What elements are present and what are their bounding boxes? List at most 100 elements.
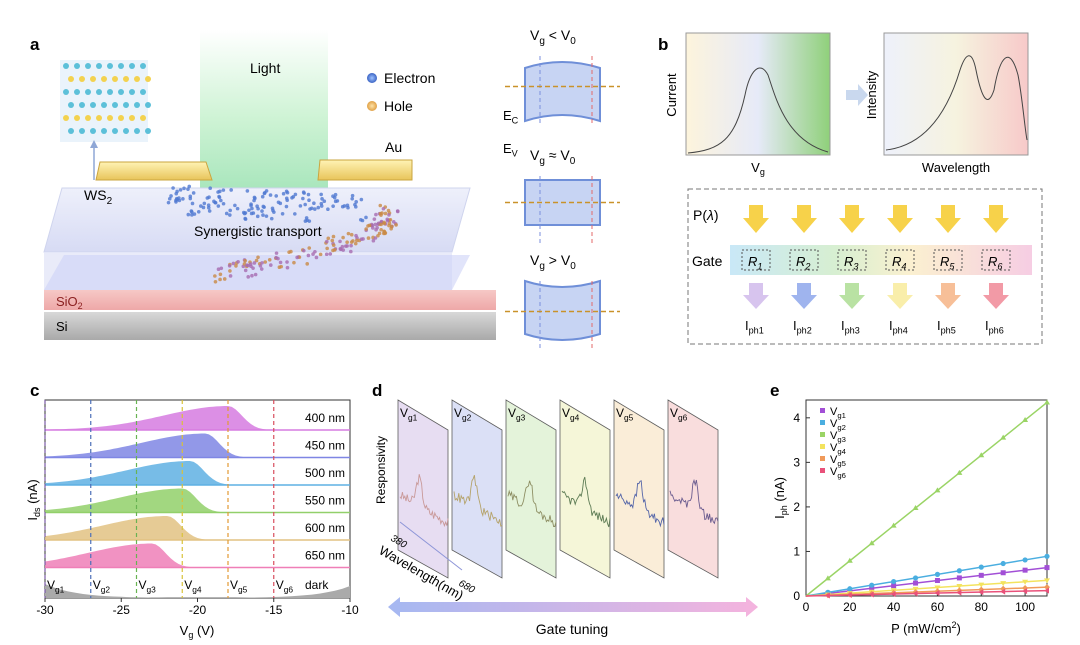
hole-dot xyxy=(380,211,384,215)
lattice-atom xyxy=(74,89,80,95)
band-condition-1: Vg < V0 xyxy=(530,27,576,47)
electron-dot xyxy=(251,211,256,215)
legend-label: Vg2 xyxy=(830,418,846,432)
data-point xyxy=(1000,588,1006,595)
iph-label-sub: ph3 xyxy=(845,326,860,336)
r-label-main: R xyxy=(892,254,901,269)
x-axis-unit: (V) xyxy=(193,623,214,638)
fit-line-g4 xyxy=(805,579,1048,597)
frame-g3 xyxy=(505,399,557,579)
vg-line-label-main: V xyxy=(139,578,147,592)
hole-dot xyxy=(234,264,238,268)
hole-dot xyxy=(367,223,372,228)
gate-arrow-left xyxy=(388,597,400,617)
lattice-atom xyxy=(112,102,118,108)
lattice-atom xyxy=(129,63,135,69)
lattice-atom xyxy=(68,102,74,108)
electron-dot xyxy=(218,189,222,194)
electron-dot xyxy=(201,205,206,210)
electron-dot xyxy=(262,191,267,195)
wavelength-axis xyxy=(399,521,463,571)
hole-dot xyxy=(396,209,400,214)
hole-dot xyxy=(259,267,264,271)
data-point xyxy=(1000,434,1007,440)
hole-dot xyxy=(256,255,260,260)
current-plot-frame xyxy=(685,32,831,156)
hole-dot xyxy=(250,273,254,278)
hole-dot xyxy=(383,211,388,216)
frame-label: Vg6 xyxy=(670,406,688,422)
r-label: R1 xyxy=(748,254,762,272)
frame-label: Vg4 xyxy=(562,406,580,422)
data-point xyxy=(978,572,984,578)
frame-label-sub: g4 xyxy=(570,412,580,422)
carrier-cloud xyxy=(166,184,400,284)
iph-label-main: I xyxy=(841,318,845,333)
hole-dot xyxy=(246,263,250,268)
hole-dot xyxy=(372,217,377,221)
lattice-atom xyxy=(96,89,102,95)
y-tick-label: 1 xyxy=(793,544,800,558)
data-point xyxy=(846,592,852,599)
ev-label-main: E xyxy=(503,141,512,156)
hole-dot xyxy=(276,256,280,261)
r-label-sub: 4 xyxy=(901,262,906,272)
lattice-atom xyxy=(118,89,124,95)
panel-label-a: a xyxy=(30,35,40,54)
electron-dot xyxy=(261,213,265,217)
photocurrent-arrow xyxy=(935,283,961,309)
r-box xyxy=(837,249,867,271)
x-tick-label: 20 xyxy=(843,600,857,614)
frame-label-main: V xyxy=(670,406,678,420)
gate-arrow-right xyxy=(746,597,758,617)
vg-line-label-sub: g3 xyxy=(147,584,157,594)
data-point xyxy=(1000,560,1006,567)
data-point xyxy=(1022,588,1028,595)
electron-dot xyxy=(178,188,183,192)
vg-line-label: Vg6 xyxy=(276,578,294,594)
lattice-atom xyxy=(90,102,96,108)
sio2-label: SiO2 xyxy=(56,294,83,311)
hole-dot xyxy=(373,236,378,240)
band-v0: V xyxy=(561,252,571,268)
gate-box xyxy=(687,188,1043,345)
electron-dot xyxy=(242,211,247,216)
frame-label-sub: g3 xyxy=(516,412,526,422)
series-label: 600 nm xyxy=(305,521,345,535)
hole-dot xyxy=(263,260,268,264)
series-label: 500 nm xyxy=(305,466,345,480)
electron-dot xyxy=(302,191,306,195)
power-arrow xyxy=(983,205,1009,233)
x-tick-label: -25 xyxy=(113,603,131,617)
electron-dot xyxy=(293,192,298,197)
hole-dot xyxy=(341,235,345,240)
electron-dot xyxy=(313,207,317,211)
electron-dot xyxy=(208,186,213,190)
data-point xyxy=(978,582,985,588)
electron-dot xyxy=(284,189,289,194)
electron-dot xyxy=(166,200,171,205)
legend-label-sub: g2 xyxy=(837,423,846,432)
x-axis-label: Vg (V) xyxy=(180,623,215,640)
vg-line-label-sub: g5 xyxy=(238,584,248,594)
electron-dot xyxy=(206,203,211,207)
hole-dot xyxy=(218,277,222,282)
vg-axis-label: Vg xyxy=(751,160,765,177)
iph-label-sub: ph6 xyxy=(989,326,1004,336)
data-point xyxy=(912,575,919,581)
hole-dot xyxy=(213,274,217,278)
electron-dot xyxy=(364,215,368,220)
electron-dot xyxy=(333,199,338,204)
hole-dot xyxy=(378,203,383,208)
responsivity-curve xyxy=(453,475,503,527)
hole-dot xyxy=(295,255,299,260)
electron-dot xyxy=(260,194,265,199)
vg-line-label: Vg3 xyxy=(139,578,157,594)
data-point xyxy=(956,589,962,596)
x-axis-main: P (mW/cm xyxy=(891,621,951,636)
frame-g6 xyxy=(667,399,719,579)
hole-dot xyxy=(382,229,386,234)
electron-dot xyxy=(322,199,327,203)
iph-label: Iph2 xyxy=(793,318,812,336)
